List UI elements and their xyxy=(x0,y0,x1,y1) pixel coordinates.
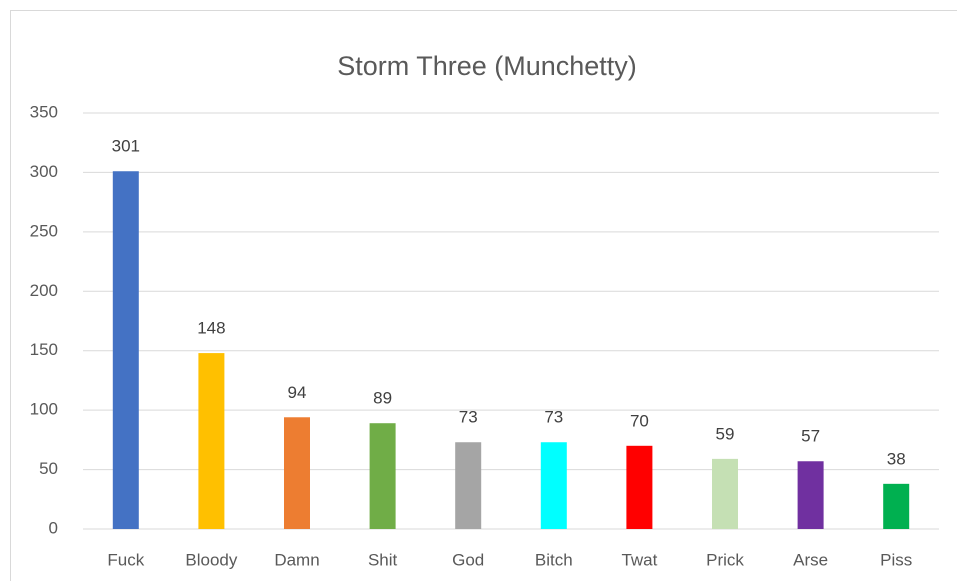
data-label: 301 xyxy=(112,137,140,156)
bar xyxy=(540,442,567,529)
bar xyxy=(112,171,139,530)
x-tick-label: Bloody xyxy=(185,550,237,569)
bar xyxy=(284,417,310,529)
bar xyxy=(883,483,910,529)
x-tick-label: Fuck xyxy=(107,550,144,569)
y-tick-label: 0 xyxy=(49,518,58,537)
chart-title: Storm Three (Munchetty) xyxy=(337,51,637,81)
x-tick-label: Prick xyxy=(706,550,744,569)
x-tick-label: Damn xyxy=(274,550,319,569)
y-tick-label: 300 xyxy=(30,162,58,181)
data-label: 73 xyxy=(459,408,478,427)
bar xyxy=(797,461,824,529)
x-tick-label: Arse xyxy=(793,550,828,569)
x-tick-label: Bitch xyxy=(535,550,573,569)
data-label: 148 xyxy=(197,319,225,338)
data-label: 70 xyxy=(630,411,649,430)
x-tick-label: Twat xyxy=(621,550,657,569)
data-label: 73 xyxy=(544,408,563,427)
bar xyxy=(712,458,738,529)
y-tick-label: 150 xyxy=(30,340,58,359)
bar xyxy=(198,353,225,529)
y-tick-label: 100 xyxy=(30,400,58,419)
data-label: 59 xyxy=(716,424,735,443)
y-tick-label: 50 xyxy=(39,459,58,478)
data-label: 57 xyxy=(801,427,820,446)
bar xyxy=(455,442,482,529)
y-tick-label: 350 xyxy=(30,102,58,121)
data-label: 38 xyxy=(887,449,906,468)
x-tick-label: God xyxy=(452,550,484,569)
y-tick-label: 200 xyxy=(30,281,58,300)
x-tick-label: Piss xyxy=(880,550,912,569)
bar xyxy=(626,445,653,529)
data-label: 89 xyxy=(373,389,392,408)
x-tick-label: Shit xyxy=(368,550,398,569)
y-tick-label: 250 xyxy=(30,221,58,240)
bar xyxy=(369,423,396,529)
data-label: 94 xyxy=(288,383,307,402)
